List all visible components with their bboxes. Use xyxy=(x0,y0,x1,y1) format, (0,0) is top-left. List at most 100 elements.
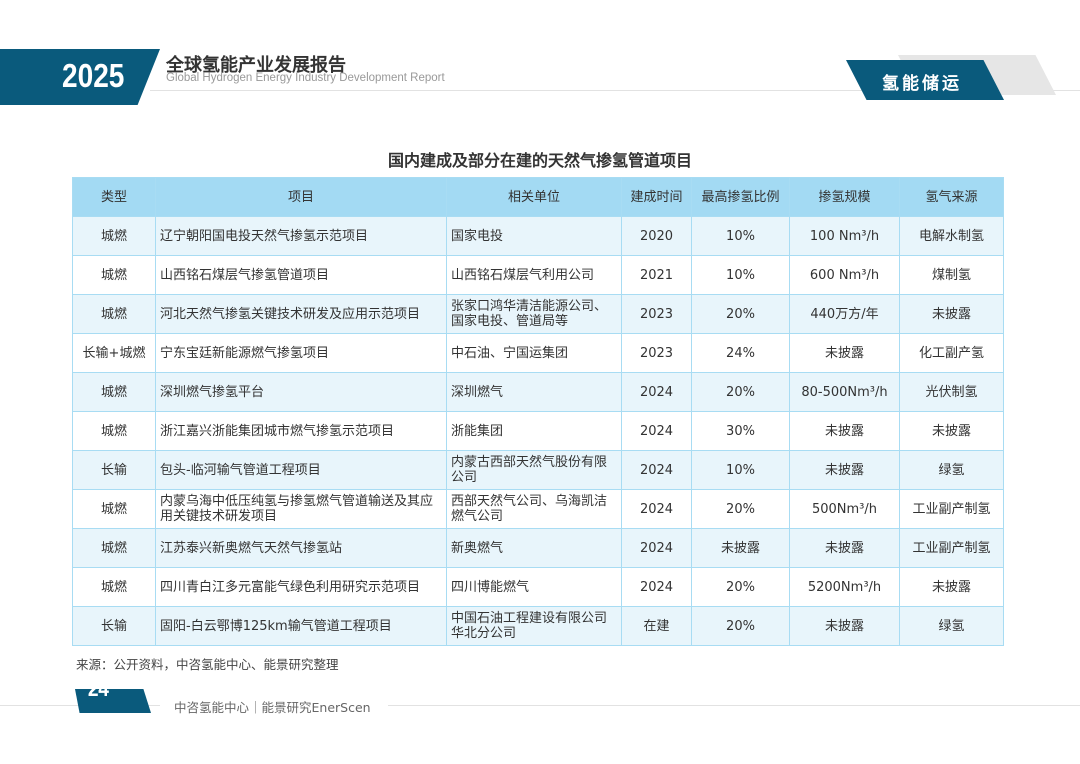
table-cell: 浙能集团 xyxy=(446,411,622,451)
table-cell: 张家口鸿华清洁能源公司、国家电投、管道局等 xyxy=(446,294,622,334)
table-cell: 未披露 xyxy=(899,567,1004,607)
table-header-row: 类型 项目 相关单位 建成时间 最高掺氢比例 掺氢规模 氢气来源 xyxy=(72,177,1004,217)
table-row: 城燃 深圳燃气掺氢平台 深圳燃气 2024 20% 80-500Nm³/h 光伏制氢 xyxy=(72,372,1004,412)
table-cell: 光伏制氢 xyxy=(899,372,1004,412)
table-cell: 工业副产制氢 xyxy=(899,489,1004,529)
table-cell: 城燃 xyxy=(72,411,156,451)
table-cell: 未披露 xyxy=(789,333,900,373)
table-cell: 20% xyxy=(691,567,790,607)
table-cell: 在建 xyxy=(621,606,692,646)
table-cell: 2023 xyxy=(621,333,692,373)
table-cell: 500Nm³/h xyxy=(789,489,900,529)
column-header: 最高掺氢比例 xyxy=(691,177,790,217)
table-cell: 江苏泰兴新奥燃气天然气掺氢站 xyxy=(155,528,447,568)
table-cell: 20% xyxy=(691,489,790,529)
table-cell: 山西铭石煤层气掺氢管道项目 xyxy=(155,255,447,295)
table-cell: 辽宁朝阳国电投天然气掺氢示范项目 xyxy=(155,216,447,256)
table-cell: 宁东宝廷新能源燃气掺氢项目 xyxy=(155,333,447,373)
table-cell: 四川青白江多元富能气绿色利用研究示范项目 xyxy=(155,567,447,607)
table-cell: 20% xyxy=(691,294,790,334)
table-cell: 2024 xyxy=(621,411,692,451)
table-cell: 城燃 xyxy=(72,489,156,529)
table-cell: 绿氢 xyxy=(899,450,1004,490)
table-row: 城燃 浙江嘉兴浙能集团城市燃气掺氢示范项目 浙能集团 2024 30% 未披露 未披露 xyxy=(72,411,1004,451)
table-cell: 城燃 xyxy=(72,216,156,256)
table-cell: 内蒙古西部天然气股份有限公司 xyxy=(446,450,622,490)
table-cell: 工业副产制氢 xyxy=(899,528,1004,568)
table-cell: 长输 xyxy=(72,450,156,490)
header-divider xyxy=(150,90,1080,91)
table-cell: 城燃 xyxy=(72,567,156,607)
table-cell: 10% xyxy=(691,216,790,256)
page-number: 24 xyxy=(88,676,109,701)
table-cell: 600 Nm³/h xyxy=(789,255,900,295)
table-cell: 2020 xyxy=(621,216,692,256)
table-cell: 未披露 xyxy=(789,606,900,646)
table-cell: 2021 xyxy=(621,255,692,295)
table-row: 城燃 内蒙乌海中低压纯氢与掺氢燃气管道输送及其应用关键技术研发项目 西部天然气公司、… xyxy=(72,489,1004,529)
table-cell: 城燃 xyxy=(72,372,156,412)
column-header: 建成时间 xyxy=(621,177,692,217)
column-header: 类型 xyxy=(72,177,156,217)
table-row: 城燃 河北天然气掺氢关键技术研发及应用示范项目 张家口鸿华清洁能源公司、国家电投、管… xyxy=(72,294,1004,334)
table-cell: 四川博能燃气 xyxy=(446,567,622,607)
table-cell: 城燃 xyxy=(72,255,156,295)
table-cell: 2024 xyxy=(621,450,692,490)
table-cell: 长输 xyxy=(72,606,156,646)
table-cell: 2024 xyxy=(621,528,692,568)
table-row: 长输 固阳-白云鄂博125km输气管道工程项目 中国石油工程建设有限公司华北分公司在… xyxy=(72,606,1004,646)
table-cell: 城燃 xyxy=(72,528,156,568)
table-cell: 固阳-白云鄂博125km输气管道工程项目 xyxy=(155,606,447,646)
table-cell: 未披露 xyxy=(789,411,900,451)
column-header: 项目 xyxy=(155,177,447,217)
footer-org: 中咨氢能中心｜能景研究EnerScen xyxy=(174,700,371,715)
column-header: 掺氢规模 xyxy=(789,177,900,217)
pipeline-projects-table: 类型 项目 相关单位 建成时间 最高掺氢比例 掺氢规模 氢气来源 城燃 辽宁朝阳国电投天然气掺… xyxy=(72,177,1004,646)
table-cell: 电解水制氢 xyxy=(899,216,1004,256)
table-cell: 10% xyxy=(691,255,790,295)
table-row: 城燃 山西铭石煤层气掺氢管道项目 山西铭石煤层气利用公司 2021 10% 600 Nm³… xyxy=(72,255,1004,295)
column-header: 相关单位 xyxy=(446,177,622,217)
table-cell: 24% xyxy=(691,333,790,373)
table-cell: 未披露 xyxy=(899,411,1004,451)
report-title: 全球氢能产业发展报告 xyxy=(166,55,346,76)
table-cell: 城燃 xyxy=(72,294,156,334)
table-cell: 2024 xyxy=(621,489,692,529)
table-cell: 2023 xyxy=(621,294,692,334)
table-cell: 2024 xyxy=(621,372,692,412)
table-cell: 未披露 xyxy=(789,528,900,568)
report-subtitle: Global Hydrogen Energy Industry Developm… xyxy=(166,72,445,84)
table-cell: 100 Nm³/h xyxy=(789,216,900,256)
column-header: 氢气来源 xyxy=(899,177,1004,217)
year-label: 2025 xyxy=(62,57,125,94)
table-cell: 未披露 xyxy=(899,294,1004,334)
table-cell: 20% xyxy=(691,606,790,646)
table-row: 城燃 江苏泰兴新奥燃气天然气掺氢站 新奥燃气 2024 未披露 未披露 工业副产制氢 xyxy=(72,528,1004,568)
table-cell: 80-500Nm³/h xyxy=(789,372,900,412)
table-cell: 化工副产氢 xyxy=(899,333,1004,373)
table-row: 长输+城燃 宁东宝廷新能源燃气掺氢项目 中石油、宁国运集团 2023 24% 未披露 化工副… xyxy=(72,333,1004,373)
year-badge: 2025 xyxy=(0,49,160,105)
table-cell: 5200Nm³/h xyxy=(789,567,900,607)
table-row: 长输 包头-临河输气管道工程项目 内蒙古西部天然气股份有限公司 2024 10% 未披露绿… xyxy=(72,450,1004,490)
table-cell: 长输+城燃 xyxy=(72,333,156,373)
table-cell: 绿氢 xyxy=(899,606,1004,646)
table-row: 城燃 四川青白江多元富能气绿色利用研究示范项目 四川博能燃气 2024 20% 5200N… xyxy=(72,567,1004,607)
table-caption: 国内建成及部分在建的天然气掺氢管道项目 xyxy=(387,151,692,170)
table-cell: 未披露 xyxy=(691,528,790,568)
table-cell: 内蒙乌海中低压纯氢与掺氢燃气管道输送及其应用关键技术研发项目 xyxy=(155,489,447,529)
table-cell: 山西铭石煤层气利用公司 xyxy=(446,255,622,295)
table-cell: 2024 xyxy=(621,567,692,607)
table-cell: 国家电投 xyxy=(446,216,622,256)
table-cell: 10% xyxy=(691,450,790,490)
table-cell: 浙江嘉兴浙能集团城市燃气掺氢示范项目 xyxy=(155,411,447,451)
table-cell: 深圳燃气掺氢平台 xyxy=(155,372,447,412)
table-cell: 440万方/年 xyxy=(789,294,900,334)
footer-divider xyxy=(388,705,1080,706)
table-cell: 30% xyxy=(691,411,790,451)
page-number-badge xyxy=(75,689,151,713)
table-cell: 新奥燃气 xyxy=(446,528,622,568)
table-cell: 中国石油工程建设有限公司华北分公司 xyxy=(446,606,622,646)
table-cell: 20% xyxy=(691,372,790,412)
section-label: 氢能储运 xyxy=(882,74,962,94)
